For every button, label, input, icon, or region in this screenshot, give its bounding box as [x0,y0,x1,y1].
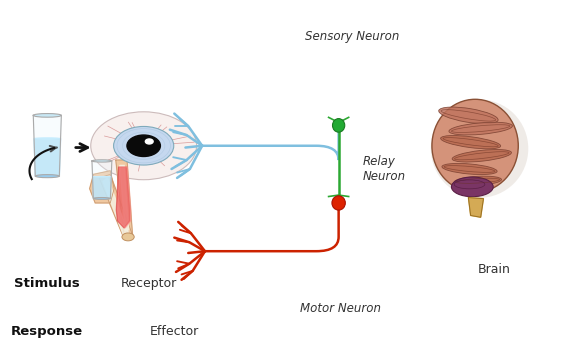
Ellipse shape [92,160,112,162]
Ellipse shape [122,233,134,241]
Ellipse shape [35,175,60,178]
Polygon shape [117,167,131,228]
Ellipse shape [94,197,111,199]
Polygon shape [120,166,129,231]
Circle shape [113,126,174,165]
Circle shape [91,112,197,180]
Polygon shape [116,160,133,239]
Polygon shape [92,161,112,199]
Text: Brain: Brain [478,262,511,276]
Polygon shape [116,167,130,228]
Polygon shape [468,197,484,217]
Ellipse shape [33,114,61,117]
Ellipse shape [442,163,497,175]
Ellipse shape [449,122,513,135]
Polygon shape [92,177,111,199]
Ellipse shape [432,99,518,192]
Ellipse shape [93,176,111,178]
Ellipse shape [332,196,345,210]
Polygon shape [99,174,133,239]
Text: Receptor: Receptor [121,277,177,290]
Ellipse shape [451,177,493,197]
Circle shape [127,135,160,156]
Polygon shape [33,115,61,176]
Ellipse shape [35,137,60,140]
Polygon shape [34,138,61,176]
Ellipse shape [431,99,528,198]
Ellipse shape [452,150,511,162]
Ellipse shape [454,176,501,185]
Text: Sensory Neuron: Sensory Neuron [305,30,400,43]
Text: Relay
Neuron: Relay Neuron [362,155,406,183]
Ellipse shape [439,107,498,124]
Ellipse shape [441,135,501,149]
Polygon shape [90,171,114,203]
Text: Effector: Effector [150,325,199,338]
Ellipse shape [332,119,345,132]
Text: Motor Neuron: Motor Neuron [299,302,380,315]
Text: Response: Response [11,325,83,338]
Text: Stimulus: Stimulus [14,277,80,290]
Circle shape [145,139,153,144]
Polygon shape [103,178,129,237]
